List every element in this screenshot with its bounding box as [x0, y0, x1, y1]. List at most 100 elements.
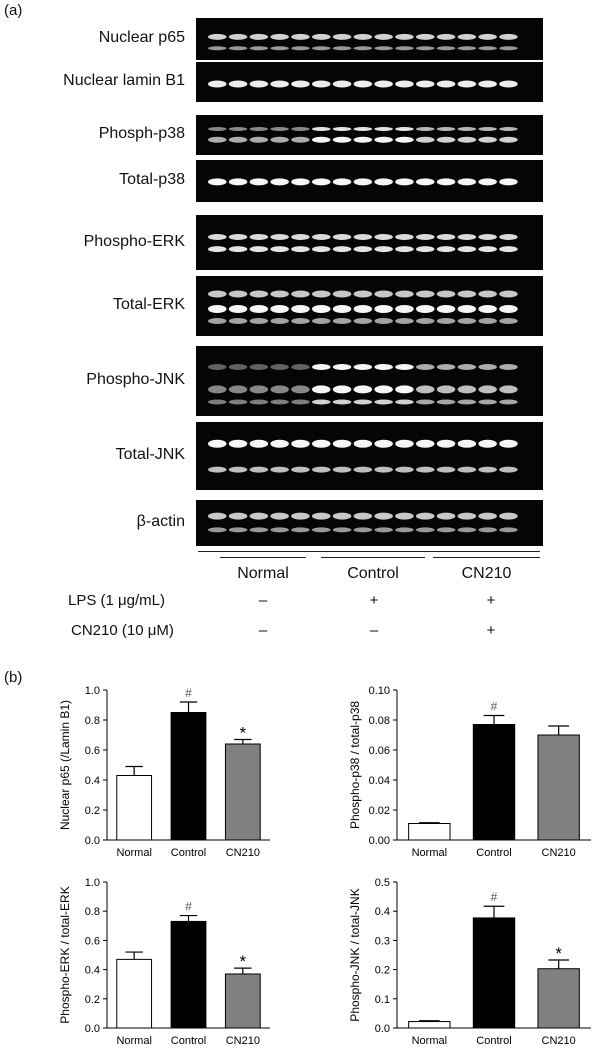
- blot-band: [249, 33, 269, 40]
- blot-band: [228, 466, 248, 473]
- blot-band: [270, 527, 289, 533]
- significance-mark: #: [185, 686, 192, 700]
- blot-image: [196, 500, 543, 546]
- blot-band: [270, 178, 289, 186]
- blot-band: [228, 46, 248, 51]
- blot-band: [395, 305, 414, 313]
- blot-band: [353, 512, 373, 520]
- blot-band: [436, 439, 456, 448]
- blot-row: Nuclear lamin B1: [0, 62, 605, 102]
- blot-band: [374, 178, 393, 186]
- blot-band: [332, 364, 352, 370]
- blot-band: [312, 318, 331, 324]
- blot-image: [196, 215, 543, 270]
- blot-band: [374, 46, 393, 51]
- y-tick-label: 0.0: [85, 1023, 100, 1035]
- bar-cn210: [537, 968, 580, 1029]
- y-tick-label: 0.4: [375, 906, 390, 918]
- blot-band: [353, 527, 373, 533]
- significance-mark: *: [240, 724, 247, 743]
- blot-band: [208, 305, 227, 313]
- blot-band: [291, 305, 310, 313]
- blot-band: [312, 33, 331, 40]
- blot-label: β-actin: [136, 513, 185, 530]
- blot-band: [312, 178, 331, 186]
- blot-image: [196, 62, 543, 102]
- blot-band: [291, 80, 310, 88]
- blot-band: [291, 439, 310, 448]
- blot-band: [291, 527, 310, 533]
- blot-band: [478, 80, 497, 88]
- blot-band: [416, 466, 435, 473]
- blot-band: [228, 512, 248, 520]
- blot-row: β-actin: [0, 500, 605, 546]
- blot-band: [478, 46, 497, 51]
- y-tick-label: 0.8: [85, 906, 100, 918]
- bar-normal: [116, 775, 153, 841]
- bar-chart: 0.0 0.2 0.4 0.6 0.8 1.0 Phospho-ERK / total-ER…: [0, 870, 278, 1060]
- blot-band: [457, 439, 477, 448]
- blot-band: [436, 305, 456, 313]
- blot-label: Nuclear p65: [98, 29, 185, 46]
- lps-normal-symbol: –: [258, 592, 268, 609]
- blot-band: [436, 234, 456, 240]
- category-label: Control: [476, 1035, 511, 1047]
- blot-band: [208, 399, 227, 405]
- blot-band: [270, 136, 289, 143]
- blot-band: [395, 364, 414, 370]
- blot-band: [249, 178, 269, 186]
- category-label: CN210: [226, 847, 260, 859]
- blot-band: [249, 527, 269, 533]
- blot-band: [332, 466, 352, 473]
- blot-row: Phospho-ERK: [0, 215, 605, 270]
- blot-band: [291, 46, 310, 51]
- blot-band: [228, 127, 248, 131]
- blot-band: [478, 33, 497, 40]
- blot-band: [499, 385, 518, 394]
- y-tick-label: 1.0: [85, 685, 100, 697]
- significance-mark: *: [555, 944, 562, 963]
- blot-image: [196, 160, 543, 202]
- blot-band: [457, 466, 477, 473]
- blot-band: [353, 385, 373, 394]
- blot-band: [208, 178, 227, 186]
- blot-band: [395, 46, 414, 51]
- blot-band: [374, 466, 393, 473]
- category-label: CN210: [226, 1035, 260, 1047]
- category-label: Normal: [412, 1035, 447, 1047]
- blot-band: [478, 527, 497, 533]
- blot-band: [374, 318, 393, 324]
- group-line-normal: [220, 557, 306, 558]
- blot-band: [395, 512, 414, 520]
- lps-cn210-symbol: +: [486, 592, 496, 609]
- blot-band: [499, 512, 518, 520]
- blot-band: [332, 246, 352, 253]
- blot-band: [436, 466, 456, 473]
- blot-band: [249, 385, 269, 394]
- blot-band: [374, 136, 393, 143]
- significance-mark: #: [185, 900, 192, 914]
- blot-band: [416, 318, 435, 324]
- blot-band: [291, 364, 310, 370]
- blot-band: [478, 305, 497, 313]
- blot-band: [457, 512, 477, 520]
- cn210-cn210-symbol: +: [486, 622, 496, 639]
- bar-normal: [116, 958, 153, 1029]
- blot-band: [499, 246, 518, 253]
- blot-band: [374, 33, 393, 40]
- blot-band: [416, 234, 435, 240]
- blot-label: Phospho-ERK: [83, 232, 185, 250]
- blot-band: [353, 466, 373, 473]
- blot-band: [249, 234, 269, 240]
- blot-band: [499, 178, 518, 186]
- blot-band: [291, 466, 310, 473]
- blot-band: [291, 512, 310, 520]
- y-axis-label: Phospho-ERK / total-ERK: [58, 886, 72, 1023]
- blot-image: [196, 422, 543, 490]
- blot-band: [436, 136, 456, 143]
- blot-label: Phosph-p38: [98, 125, 185, 142]
- cn210-normal-symbol: –: [258, 622, 268, 639]
- blot-band: [332, 33, 352, 40]
- blot-band: [312, 527, 331, 533]
- y-tick-label: 0.06: [369, 745, 390, 757]
